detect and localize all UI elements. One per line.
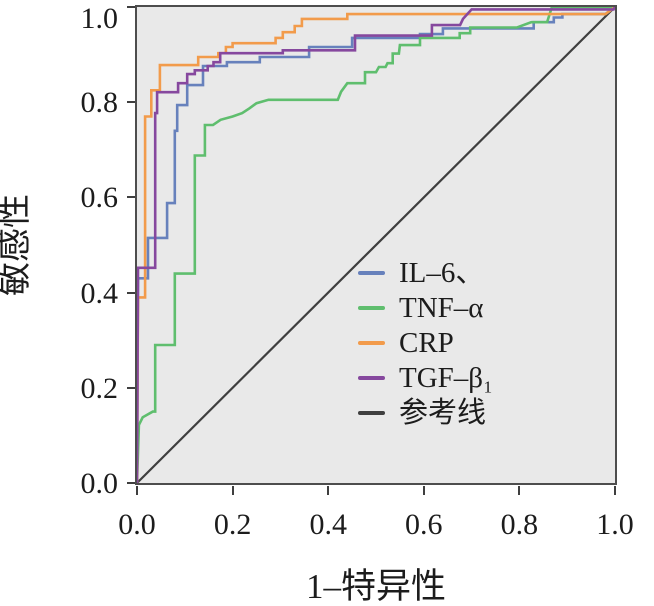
- y-tick-0.0: [127, 482, 135, 484]
- x-tick-1.0: [614, 486, 616, 495]
- y-tick-0.6: [127, 196, 135, 199]
- y-tick-label-0.4: 0.4: [80, 276, 119, 310]
- y-tick-label-0.6: 0.6: [80, 181, 119, 215]
- y-axis-title: 敏感性: [0, 194, 34, 296]
- y-tick-1.0: [127, 6, 135, 8]
- tgf-beta1-line-swatch: [358, 376, 385, 380]
- x-axis-title: 1–特异性: [305, 567, 446, 606]
- legend-item-il6: IL–6、: [358, 257, 493, 289]
- y-tick-0.4: [127, 291, 135, 294]
- x-tick-label-1.0: 1.0: [596, 508, 634, 541]
- y-tick-label-1.0: 1.0: [80, 2, 119, 35]
- legend: IL–6、 TNF–α CRP TGF–β₁ 参考线: [358, 257, 493, 432]
- crp-line-swatch: [358, 341, 385, 345]
- curve-crp: [137, 7, 615, 483]
- x-tick-0.8: [518, 486, 521, 495]
- y-tick-label-0.2: 0.2: [80, 371, 119, 405]
- x-tick-label-0.8: 0.8: [500, 508, 539, 541]
- x-tick-0.2: [231, 486, 234, 495]
- x-tick-label-0.2: 0.2: [213, 508, 252, 541]
- legend-label-crp: CRP: [399, 327, 454, 359]
- legend-item-tgf-beta1: TGF–β₁: [358, 362, 493, 394]
- legend-label-tgf-beta1: TGF–β₁: [399, 362, 494, 394]
- legend-item-tnf-alpha: TNF–α: [358, 292, 493, 324]
- reference-line-swatch: [358, 411, 385, 415]
- x-tick-label-0.0: 0.0: [118, 508, 156, 541]
- legend-label-reference-line: 参考线: [399, 397, 487, 429]
- legend-label-il6: IL–6、: [399, 257, 485, 289]
- y-tick-0.2: [127, 386, 135, 389]
- y-tick-label-0.0: 0.0: [80, 467, 119, 500]
- x-tick-0.6: [422, 486, 425, 495]
- x-tick-0.4: [327, 486, 330, 495]
- x-tick-label-0.4: 0.4: [309, 508, 347, 541]
- curve-reference-line: [137, 7, 615, 483]
- roc-plot-area: [135, 5, 617, 485]
- legend-item-crp: CRP: [358, 327, 493, 359]
- tnf-alpha-line-swatch: [358, 306, 385, 310]
- roc-curves-canvas: [137, 7, 615, 483]
- x-tick-label-0.6: 0.6: [405, 508, 443, 541]
- y-tick-label-0.8: 0.8: [80, 86, 119, 120]
- x-tick-0.0: [136, 486, 138, 495]
- curve-tgf-beta1: [137, 7, 615, 483]
- curve-tnf-alpha: [137, 7, 615, 483]
- il6-line-swatch: [358, 271, 385, 275]
- legend-label-tnf-alpha: TNF–α: [399, 292, 484, 324]
- y-tick-0.8: [127, 101, 135, 104]
- legend-item-reference-line: 参考线: [358, 397, 493, 429]
